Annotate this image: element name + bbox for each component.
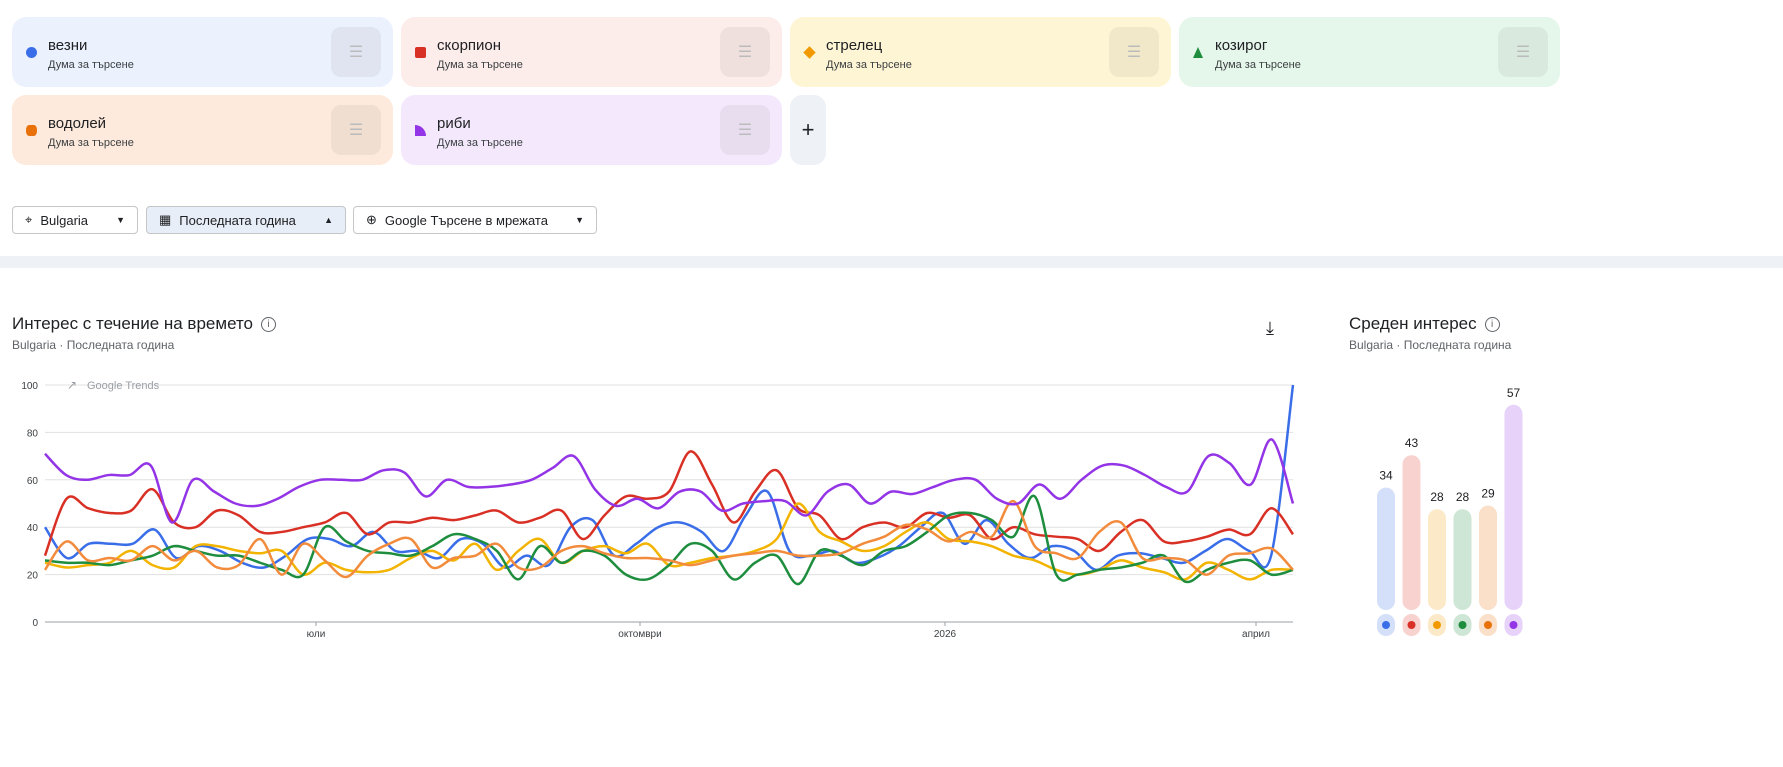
y-tick-label: 20 [27,571,39,582]
square-marker-icon [415,47,426,58]
average-bar [1377,487,1395,610]
y-tick-label: 60 [27,476,39,487]
series-marker-icon [1407,621,1416,629]
chevron-down-icon: ▼ [116,215,125,225]
bar-value-label: 34 [1379,469,1393,483]
average-bar [1402,455,1421,610]
search-term-card[interactable]: везни Дума за търсене ☰ [12,17,393,87]
series-line-скорпион [43,450,1295,557]
location-pin-icon: ⌖ [25,212,33,227]
chevron-up-icon: ▲ [324,215,333,225]
series-line-козирог [44,494,1294,586]
average-bar [1504,404,1523,610]
search-list-icon[interactable]: ☰ [720,105,770,155]
bar-value-label: 28 [1430,490,1444,504]
over-time-heading: Интерес с течение на времето i [12,314,277,334]
x-tick-label: април [1242,629,1270,640]
property-filter[interactable]: ⊕ Google Търсене в мрежата ▼ [353,206,597,234]
over-time-subtitle: Bulgaria · Последната година [12,338,175,352]
term-type: Дума за търсене [48,59,134,71]
term-type: Дума за търсене [48,137,134,149]
series-line-водолей [43,499,1294,579]
x-tick-label: октомври [618,629,661,640]
search-list-icon[interactable]: ☰ [331,27,381,77]
search-list-icon[interactable]: ☰ [1498,27,1548,77]
term-label: стрелец [826,37,883,54]
series-line-риби [44,438,1295,524]
y-tick-label: 40 [27,523,39,534]
term-label: козирог [1215,37,1268,54]
trends-logo-icon: ↗ [67,378,77,392]
average-bar [1453,509,1472,610]
series-marker-icon [1484,621,1492,629]
average-bar [1428,509,1446,610]
bar-value-label: 28 [1456,490,1470,504]
triangle-marker-icon [1193,47,1203,58]
search-term-card[interactable]: стрелец Дума за търсене ☰ [790,17,1171,87]
download-icon[interactable]: ⤓ [1266,318,1274,338]
period-filter[interactable]: ▦ Последната година ▲ [146,206,346,234]
bar-value-label: 57 [1507,386,1521,400]
search-term-card[interactable]: риби Дума за търсене ☰ [401,95,782,165]
term-type: Дума за търсене [437,59,523,71]
diamond-marker-icon [803,46,816,59]
search-term-card[interactable]: козирог Дума за търсене ☰ [1179,17,1560,87]
average-title: Среден интерес [1349,314,1477,333]
bar-value-label: 43 [1405,436,1419,450]
series-marker-icon [1509,621,1518,629]
bar-value-label: 29 [1481,487,1495,501]
period-label: Последната година [179,212,296,228]
info-icon[interactable]: i [261,317,277,333]
average-bar [1479,505,1497,610]
term-label: скорпион [437,37,502,54]
location-label: Bulgaria [40,212,89,228]
chevron-down-icon: ▼ [575,215,584,225]
average-subtitle: Bulgaria · Последната година [1349,338,1512,352]
interest-over-time-chart: 0 20 40 60 80 100 Google Trends ↗ юли октомври 202… [21,378,1295,640]
globe-icon: ⊕ [366,212,377,227]
circle-marker-icon [26,47,37,58]
average-heading: Среден интерес i [1349,314,1500,334]
term-type: Дума за търсене [1215,59,1301,71]
x-tick-label: 2026 [934,629,957,640]
term-label: везни [48,37,88,54]
calendar-icon: ▦ [159,212,172,227]
hourglass-marker-icon [26,125,37,136]
search-list-icon[interactable]: ☰ [720,27,770,77]
watermark: Google Trends [87,380,160,392]
add-term-button[interactable]: + [790,95,826,165]
series-marker-icon [1433,621,1441,629]
search-term-card[interactable]: скорпион Дума за търсене ☰ [401,17,782,87]
term-label: водолей [48,115,107,132]
series-marker-icon [1458,621,1467,629]
series-marker-icon [1382,621,1390,629]
y-tick-label: 0 [32,618,38,629]
term-type: Дума за търсене [826,59,912,71]
x-tick-label: юли [307,629,326,640]
location-filter[interactable]: ⌖ Bulgaria ▼ [12,206,138,234]
series-line-везни [43,384,1295,572]
over-time-title: Интерес с течение на времето [12,314,254,333]
property-label: Google Търсене в мрежата [384,212,548,228]
y-tick-label: 80 [27,428,39,439]
search-list-icon[interactable]: ☰ [1109,27,1159,77]
info-icon[interactable]: i [1484,317,1500,333]
section-divider [0,256,1783,268]
term-label: риби [437,115,471,132]
search-term-card[interactable]: водолей Дума за търсене ☰ [12,95,393,165]
quarter-circle-marker-icon [415,125,426,136]
average-interest-chart: 34 43 28 28 29 57 [1377,386,1523,636]
search-list-icon[interactable]: ☰ [331,105,381,155]
y-tick-label: 100 [21,381,38,392]
term-type: Дума за търсене [437,137,523,149]
